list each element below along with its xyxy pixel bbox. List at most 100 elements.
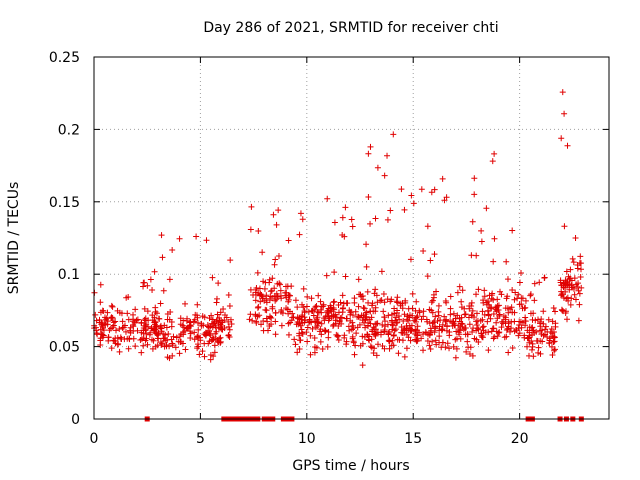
data-point bbox=[187, 322, 194, 329]
data-point bbox=[252, 297, 259, 304]
data-point bbox=[155, 335, 162, 342]
data-point bbox=[163, 324, 170, 331]
data-point bbox=[494, 296, 501, 303]
y-tick-labels: 0 0.05 0.1 0.15 0.2 0.25 bbox=[49, 50, 80, 428]
data-point bbox=[335, 337, 342, 344]
data-point bbox=[157, 324, 164, 331]
data-point bbox=[507, 328, 514, 335]
data-point bbox=[151, 268, 158, 275]
data-point bbox=[577, 253, 584, 260]
data-point bbox=[338, 314, 345, 321]
data-point bbox=[540, 308, 547, 315]
data-point bbox=[447, 305, 454, 312]
data-point bbox=[527, 292, 534, 299]
data-point bbox=[201, 353, 208, 360]
data-point bbox=[430, 294, 437, 301]
data-point bbox=[105, 334, 112, 341]
data-point bbox=[260, 278, 267, 285]
data-point bbox=[298, 326, 305, 333]
data-point bbox=[479, 334, 486, 341]
data-point bbox=[515, 332, 522, 339]
data-point bbox=[315, 309, 322, 316]
data-point bbox=[179, 340, 186, 347]
data-point bbox=[372, 304, 379, 311]
data-point bbox=[268, 321, 275, 328]
data-point bbox=[348, 326, 355, 333]
data-point bbox=[424, 273, 431, 280]
data-point bbox=[493, 328, 500, 335]
data-point bbox=[478, 227, 485, 234]
data-point bbox=[438, 327, 445, 334]
data-point bbox=[196, 351, 203, 358]
data-point bbox=[454, 289, 461, 296]
data-point bbox=[577, 260, 584, 267]
data-point bbox=[548, 326, 555, 333]
data-point bbox=[183, 325, 190, 332]
data-point bbox=[524, 343, 531, 350]
data-point bbox=[371, 331, 378, 338]
data-point bbox=[491, 235, 498, 242]
data-point bbox=[361, 319, 368, 326]
data-point bbox=[255, 289, 262, 296]
data-point bbox=[492, 304, 499, 311]
data-point bbox=[408, 326, 415, 333]
data-point bbox=[320, 303, 327, 310]
x-tick-label: 5 bbox=[196, 431, 205, 447]
data-point bbox=[540, 320, 547, 327]
y-tick-label: 0.2 bbox=[58, 122, 80, 138]
data-point bbox=[191, 329, 198, 336]
data-point bbox=[212, 330, 219, 337]
data-point bbox=[249, 317, 256, 324]
data-point bbox=[330, 321, 337, 328]
data-point bbox=[282, 283, 289, 290]
data-point bbox=[92, 311, 99, 318]
data-point bbox=[546, 339, 553, 346]
data-point bbox=[274, 293, 281, 300]
data-point bbox=[277, 287, 284, 294]
axis-ticks bbox=[93, 56, 609, 420]
data-point bbox=[355, 303, 362, 310]
data-point bbox=[346, 327, 353, 334]
data-point bbox=[104, 309, 111, 316]
data-point bbox=[349, 223, 356, 230]
data-point bbox=[100, 332, 107, 339]
data-point bbox=[487, 315, 494, 322]
data-point bbox=[386, 337, 393, 344]
data-point bbox=[401, 206, 408, 213]
data-point bbox=[167, 308, 174, 315]
data-point bbox=[406, 322, 413, 329]
data-point bbox=[564, 316, 571, 323]
data-point bbox=[413, 327, 420, 334]
data-point bbox=[204, 322, 211, 329]
data-point bbox=[560, 280, 567, 287]
data-point bbox=[225, 331, 232, 338]
data-point bbox=[379, 321, 386, 328]
data-point bbox=[304, 293, 311, 300]
data-point bbox=[436, 339, 443, 346]
data-point bbox=[275, 207, 282, 214]
data-point bbox=[466, 350, 473, 357]
data-point bbox=[207, 332, 214, 339]
data-point bbox=[311, 306, 318, 313]
data-point bbox=[125, 345, 132, 352]
data-point bbox=[343, 341, 350, 348]
data-point bbox=[561, 223, 568, 230]
data-point bbox=[372, 332, 379, 339]
data-point bbox=[564, 142, 571, 149]
data-point bbox=[297, 210, 304, 217]
data-point bbox=[429, 309, 436, 316]
data-point bbox=[409, 305, 416, 312]
data-point bbox=[116, 325, 123, 332]
data-point bbox=[455, 329, 462, 336]
data-point bbox=[489, 290, 496, 297]
data-point bbox=[576, 290, 583, 297]
data-point bbox=[225, 323, 232, 330]
data-point bbox=[469, 218, 476, 225]
data-point bbox=[324, 307, 331, 314]
data-point bbox=[443, 323, 450, 330]
data-point bbox=[551, 333, 558, 340]
data-point bbox=[107, 325, 114, 332]
data-point bbox=[549, 351, 556, 358]
data-point bbox=[369, 302, 376, 309]
data-point bbox=[442, 298, 449, 305]
